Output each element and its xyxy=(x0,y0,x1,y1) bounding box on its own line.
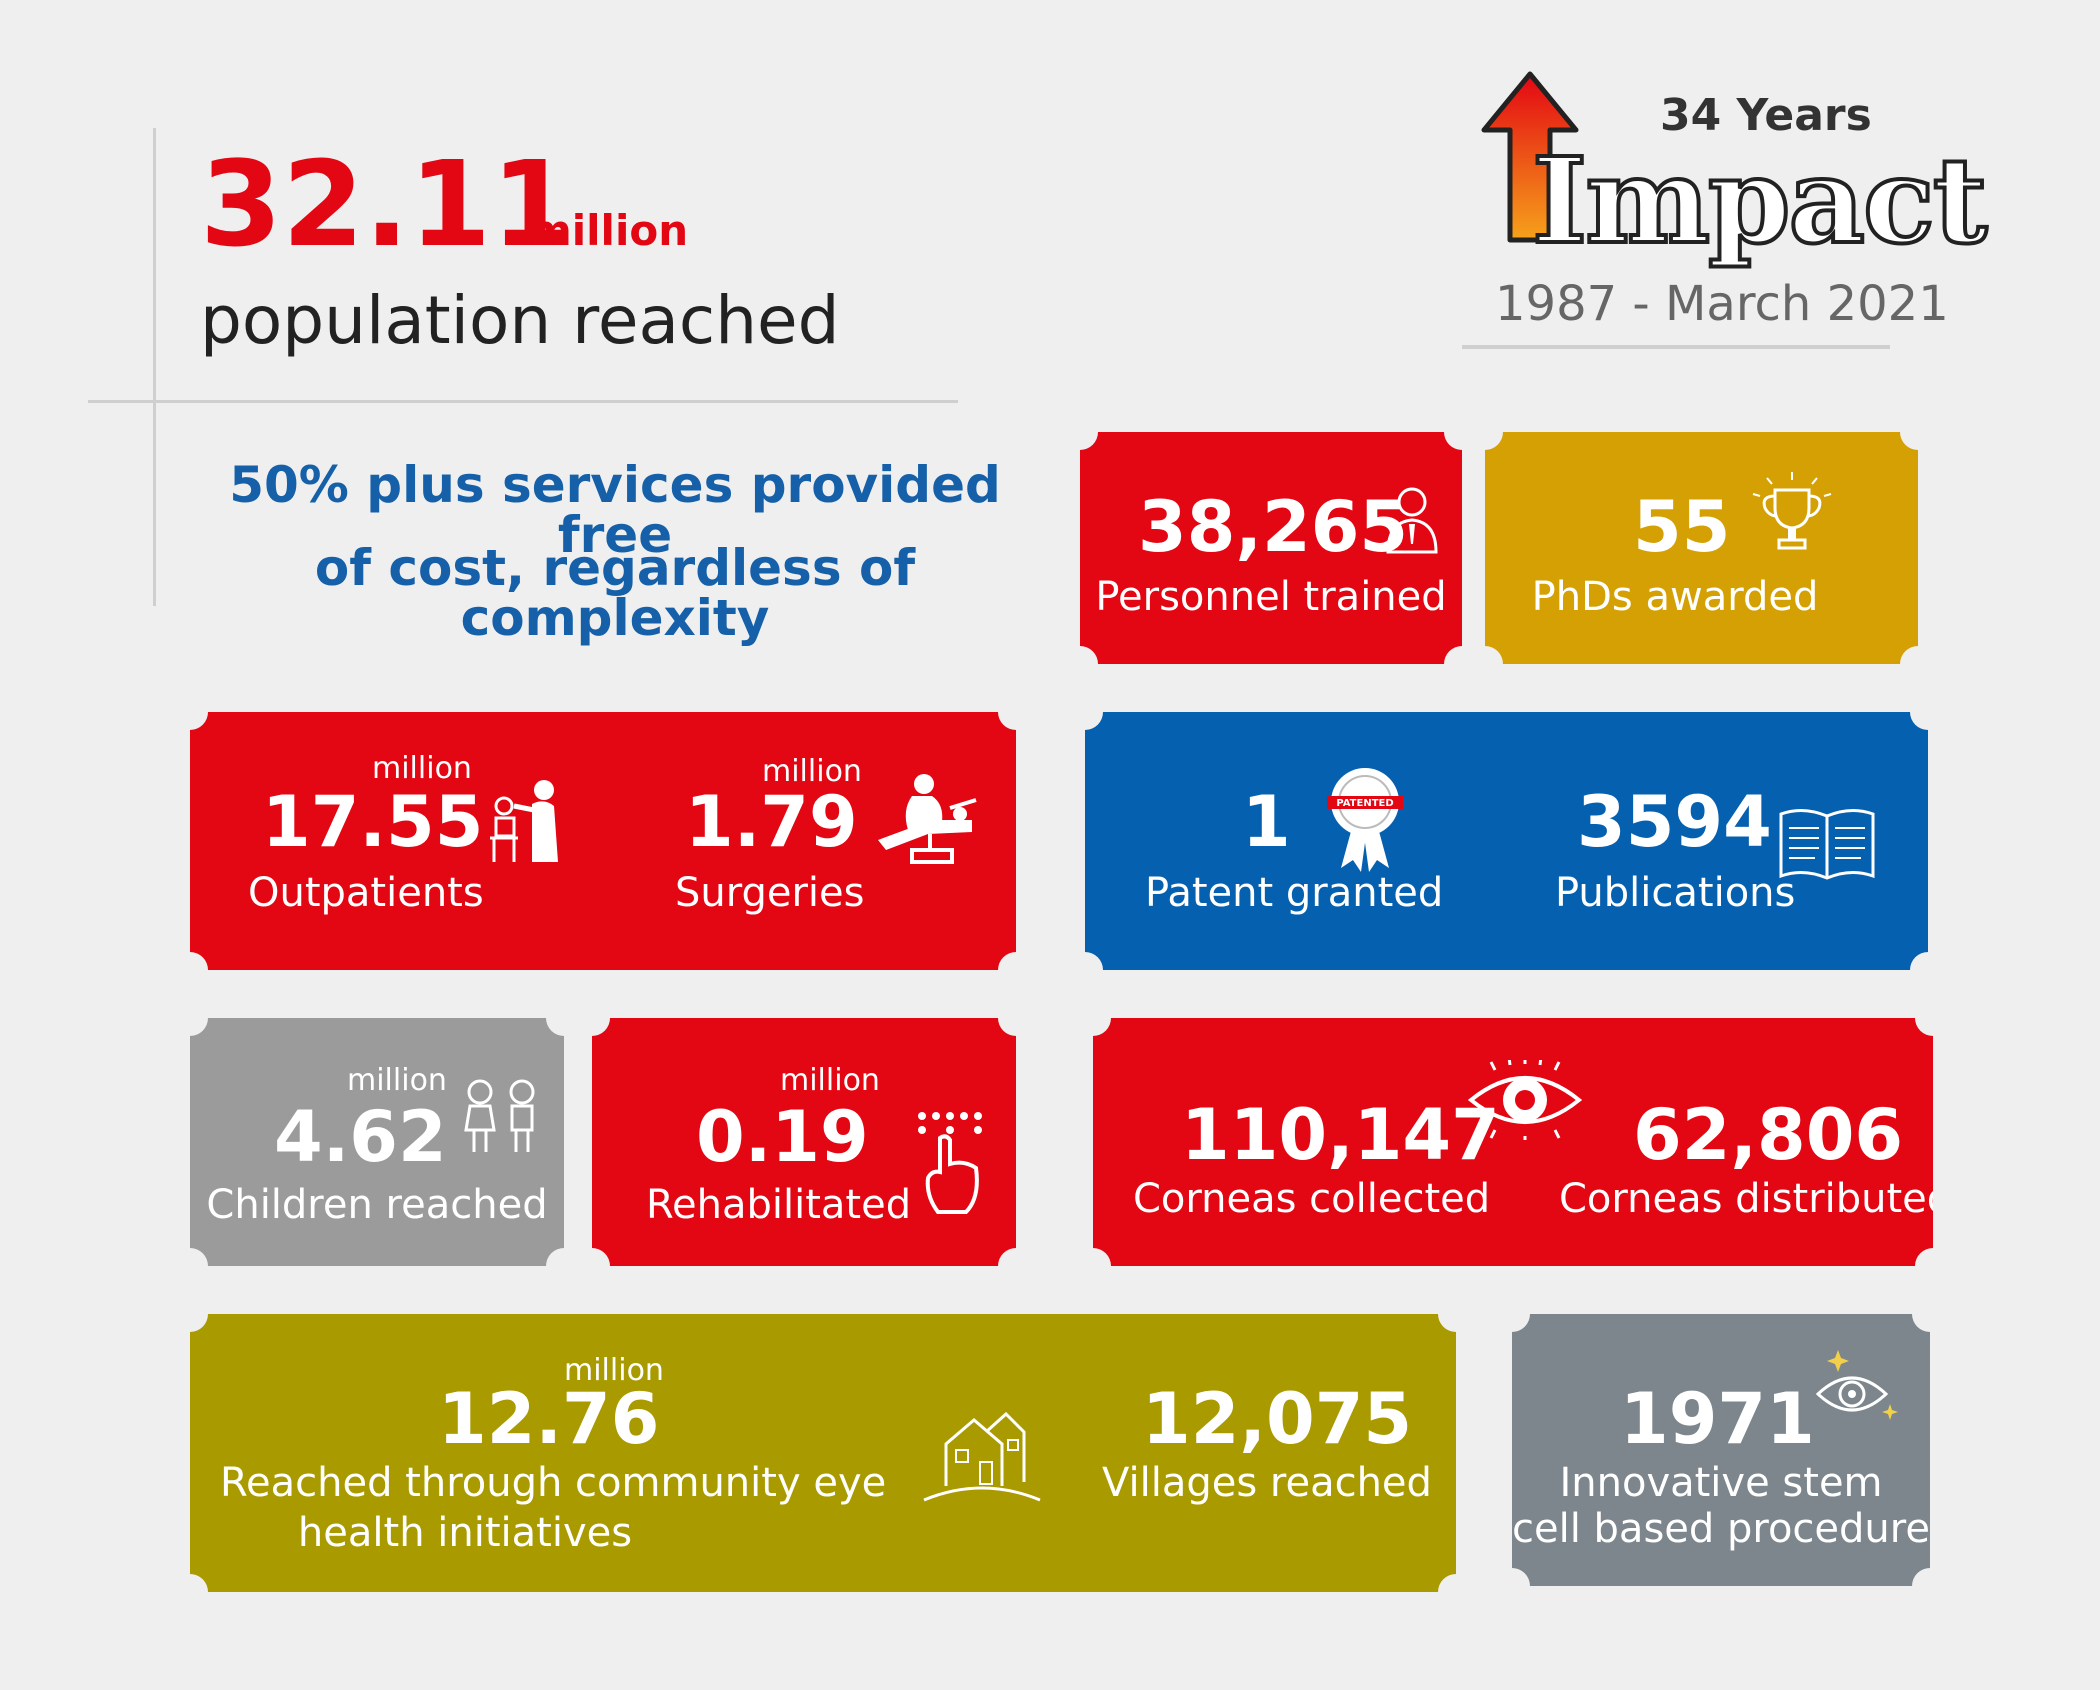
stem-cell-label-line1: Innovative stem xyxy=(1559,1460,1883,1506)
community-label-line1: Reached through community eye xyxy=(220,1460,887,1506)
children-label: Children reached xyxy=(206,1182,548,1228)
children-icon xyxy=(464,1079,535,1152)
community-value: 12.76 xyxy=(438,1378,660,1460)
book-icon xyxy=(1779,809,1875,880)
children-value: 4.62 xyxy=(274,1096,447,1178)
logo-period: 1987 - March 2021 xyxy=(1495,276,1949,332)
population-value: 32.11 xyxy=(200,135,574,273)
phds-label: PhDs awarded xyxy=(1531,574,1819,620)
community-label-line2: health initiatives xyxy=(297,1510,633,1556)
personnel-value: 38,265 xyxy=(1138,486,1409,568)
header-vertical-line xyxy=(153,128,156,606)
corneas-distributed-value: 62,806 xyxy=(1633,1094,1904,1176)
personnel-card: 38,265 Personnel trained xyxy=(1080,432,1462,664)
patent-seal-text: PATENTED xyxy=(1336,798,1393,809)
patent-seal-icon: PATENTED xyxy=(1327,768,1403,872)
population-unit: million xyxy=(528,206,689,255)
rehabilitated-unit: million xyxy=(780,1063,880,1098)
braille-hand-icon xyxy=(918,1112,982,1214)
outpatients-unit: million xyxy=(372,751,472,786)
stem-cell-label-line2: cell based procedures xyxy=(1512,1506,1930,1552)
house-icon xyxy=(923,1411,1041,1502)
personnel-label: Personnel trained xyxy=(1095,574,1447,620)
corneas-collected-value: 110,147 xyxy=(1181,1094,1500,1176)
rehabilitated-value: 0.19 xyxy=(696,1096,869,1178)
impact-logo: 34 Years Impact 1987 - March 2021 xyxy=(1470,70,1989,350)
publications-value: 3594 xyxy=(1577,781,1772,863)
publications-label: Publications xyxy=(1555,870,1796,916)
villages-value: 12,075 xyxy=(1142,1378,1413,1460)
outpatients-value: 17.55 xyxy=(262,781,484,863)
children-unit: million xyxy=(347,1063,447,1098)
surgeries-value: 1.79 xyxy=(685,781,858,863)
rehabilitated-card: million 0.19 Rehabilitated xyxy=(592,1018,1016,1266)
patent-value: 1 xyxy=(1242,781,1291,863)
children-card: million 4.62 Children reached xyxy=(190,1018,564,1266)
free-services-line1: 50% plus services provided free xyxy=(229,456,1001,564)
impact-arrow-icon xyxy=(1481,71,1579,243)
eye-icon xyxy=(1467,1060,1583,1140)
corneas-card: 110,147 Corneas collected 62,806 Corneas… xyxy=(1093,1018,1933,1266)
sparkle-eye-icon xyxy=(1815,1350,1898,1420)
free-services-line2: of cost, regardless of complexity xyxy=(314,539,916,647)
villages-label: Villages reached xyxy=(1102,1460,1432,1506)
phds-value: 55 xyxy=(1633,486,1731,568)
patent-label: Patent granted xyxy=(1145,870,1444,916)
logo-years: 34 Years xyxy=(1660,90,1872,141)
logo-underline xyxy=(1462,345,1890,349)
surgery-icon xyxy=(878,774,977,864)
outpatients-label: Outpatients xyxy=(248,870,484,916)
header-horizontal-line xyxy=(88,400,958,403)
community-unit: million xyxy=(564,1353,664,1388)
doctor-patient-icon xyxy=(490,780,558,862)
rehabilitated-label: Rehabilitated xyxy=(646,1182,912,1228)
logo-word: Impact xyxy=(1530,129,1989,272)
outpatients-surgeries-card: million 17.55 Outpatients million 1.79 S… xyxy=(190,712,1016,970)
corneas-collected-label: Corneas collected xyxy=(1133,1176,1491,1222)
surgeries-unit: million xyxy=(762,754,862,789)
population-label: population reached xyxy=(200,282,840,359)
patent-publications-card: 1 PATENTED Patent granted 3594 Publicati… xyxy=(1085,712,1928,970)
stem-cell-value: 1971 xyxy=(1620,1378,1815,1460)
trophy-icon xyxy=(1752,472,1832,550)
community-villages-card: million 12.76 Reached through community … xyxy=(190,1314,1456,1592)
corneas-distributed-label: Corneas distributed xyxy=(1559,1176,1933,1222)
phds-card: 55 PhDs awarded xyxy=(1485,432,1918,664)
stem-cell-card: 1971 Innovative stem cell based procedur… xyxy=(1512,1314,1930,1586)
surgeries-label: Surgeries xyxy=(675,870,865,916)
person-icon xyxy=(1386,487,1438,554)
